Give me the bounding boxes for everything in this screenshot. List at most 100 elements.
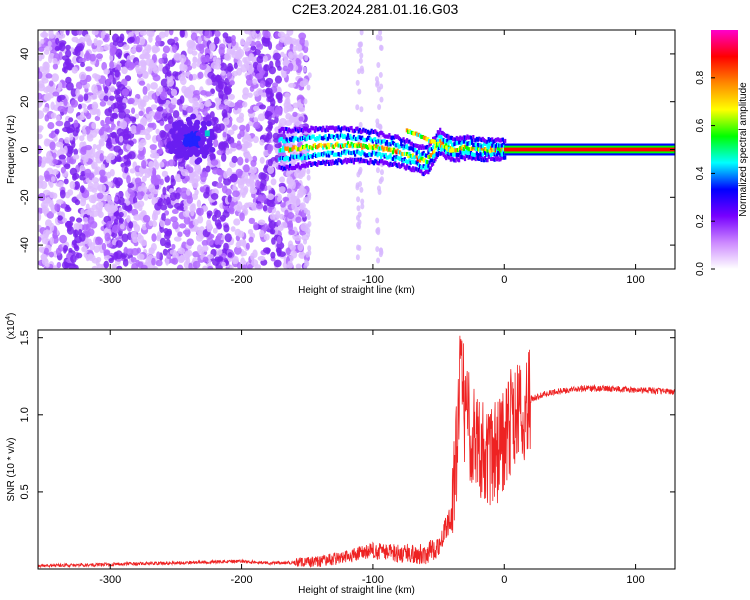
- heatmap-cell: [116, 128, 124, 137]
- heatmap-cell: [55, 114, 61, 122]
- heatmap-cell: [190, 155, 196, 164]
- heatmap-cell: [487, 142, 490, 147]
- heatmap-cell: [83, 107, 88, 113]
- heatmap-cell: [285, 137, 288, 142]
- heatmap-cell: [355, 104, 360, 111]
- heatmap-cell: [502, 151, 506, 156]
- heatmap-cell: [239, 124, 246, 132]
- heatmap-cell: [64, 170, 69, 178]
- heatmap-cell: [229, 80, 235, 86]
- heatmap-cell: [278, 251, 286, 258]
- heatmap-cell: [284, 92, 291, 100]
- heatmap-cell: [152, 209, 157, 216]
- heatmap-cell: [119, 33, 125, 42]
- heatmap-cell: [109, 44, 117, 54]
- heatmap-cell: [487, 155, 490, 160]
- heatmap-cell: [277, 65, 282, 71]
- heatmap-cell: [277, 31, 286, 38]
- heatmap-cell: [69, 133, 74, 141]
- heatmap-cell: [49, 191, 55, 199]
- heatmap-cell: [501, 148, 504, 153]
- heatmap-cell: [425, 137, 428, 142]
- heatmap-cell: [456, 157, 460, 162]
- heatmap-cell: [455, 147, 458, 152]
- heatmap-cell: [156, 251, 161, 260]
- heatmap-cell: [240, 250, 248, 257]
- heatmap-cell: [499, 143, 502, 148]
- heatmap-cell: [45, 219, 52, 228]
- heatmap-cell: [309, 145, 312, 150]
- heatmap-cell: [268, 201, 276, 208]
- heatmap-cell: [324, 134, 327, 139]
- heatmap-cell: [377, 139, 380, 144]
- heatmap-cell: [417, 149, 421, 154]
- x-tick-label-top: 100: [626, 274, 644, 286]
- heatmap-cell: [375, 140, 378, 145]
- heatmap-cell: [38, 133, 43, 140]
- heatmap-cell: [383, 154, 386, 159]
- heatmap-cell: [292, 102, 300, 109]
- y-tick-label-top: 0: [19, 146, 31, 152]
- heatmap-cell: [314, 161, 318, 166]
- heatmap-cell: [198, 148, 205, 155]
- heatmap-cell: [432, 145, 435, 150]
- heatmap-cell: [378, 139, 382, 144]
- heatmap-cell: [108, 257, 114, 264]
- heatmap-cell: [265, 88, 271, 95]
- heatmap-cell: [355, 126, 358, 131]
- heatmap-cell: [130, 231, 138, 240]
- heatmap-cell: [281, 139, 285, 144]
- heatmap-cell: [300, 156, 304, 161]
- heatmap-cell: [307, 245, 312, 252]
- heatmap-cell: [335, 133, 338, 138]
- heatmap-cell: [257, 219, 266, 226]
- heatmap-cell: [358, 46, 363, 53]
- y-axis-label-bottom: SNR (10 * v/v): [6, 438, 17, 502]
- heatmap-cell: [141, 175, 147, 182]
- heatmap-cell: [447, 151, 450, 156]
- heatmap-cell: [345, 136, 348, 141]
- heatmap-cell: [153, 113, 161, 121]
- heatmap-cell: [40, 254, 47, 261]
- heatmap-cell: [223, 86, 232, 95]
- heatmap-cell: [463, 135, 467, 140]
- heatmap-cell: [107, 209, 114, 217]
- heatmap-cell: [332, 152, 335, 157]
- heatmap-cell: [327, 153, 331, 158]
- heatmap-cell: [285, 164, 288, 169]
- heatmap-cell: [423, 153, 426, 158]
- heatmap-cell: [410, 141, 413, 146]
- heatmap-cell: [38, 92, 43, 100]
- heatmap-cell: [324, 143, 327, 148]
- heatmap-cell: [346, 141, 350, 146]
- heatmap-cell: [73, 180, 81, 190]
- heatmap-cell: [492, 140, 495, 145]
- heatmap-cell: [297, 162, 300, 167]
- heatmap-cell: [396, 155, 399, 160]
- heatmap-cell: [359, 30, 364, 36]
- heatmap-cell: [303, 126, 306, 131]
- heatmap-cell: [389, 161, 392, 166]
- heatmap-cell: [166, 142, 173, 149]
- heatmap-cell: [352, 129, 356, 134]
- heatmap-cell: [471, 140, 474, 145]
- heatmap-cell: [142, 128, 151, 136]
- heatmap-cell: [296, 136, 299, 141]
- heatmap-cell: [303, 238, 308, 245]
- heatmap-cell: [293, 165, 296, 170]
- heatmap-cell: [413, 143, 416, 148]
- x-axis-label-top: Height of straight line (km): [298, 285, 415, 296]
- heatmap-cell: [60, 166, 67, 174]
- heatmap-cell: [295, 206, 300, 215]
- heatmap-cell: [497, 156, 500, 161]
- heatmap-cell: [306, 128, 309, 133]
- heatmap-cell: [205, 120, 212, 127]
- heatmap-cell: [122, 258, 129, 267]
- heatmap-cell: [345, 144, 348, 149]
- heatmap-cell: [381, 152, 384, 157]
- heatmap-cell: [419, 152, 422, 157]
- heatmap-cell: [106, 171, 112, 179]
- heatmap-cell: [317, 127, 320, 132]
- heatmap-cell: [157, 140, 163, 149]
- heatmap-cell: [172, 220, 179, 230]
